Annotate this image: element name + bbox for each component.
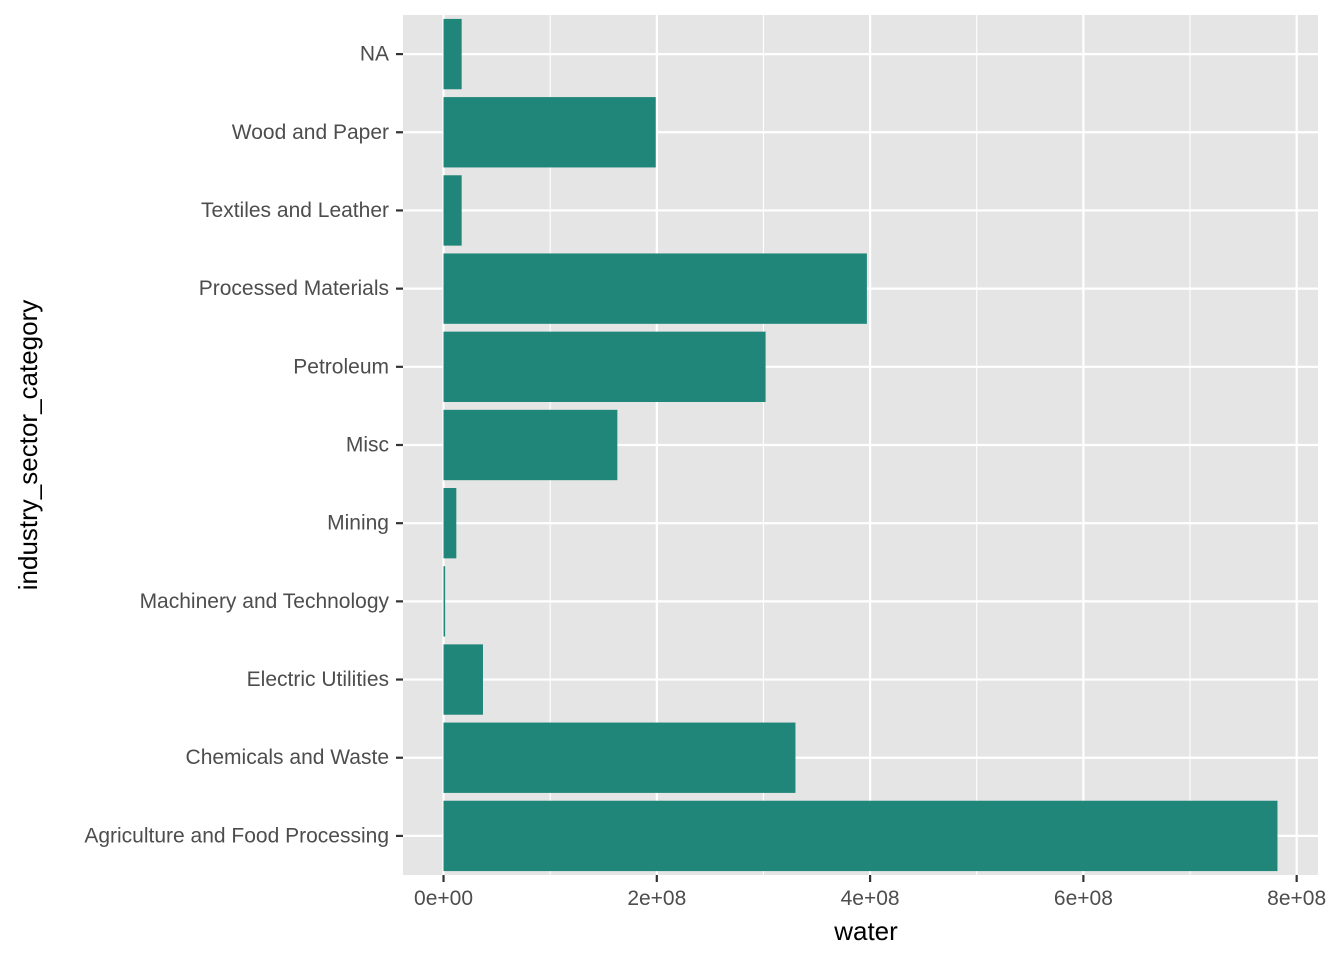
y-tick-label: Mining <box>327 512 389 535</box>
bar <box>443 488 457 559</box>
x-tick-label: 6e+08 <box>1054 887 1113 910</box>
y-tick-label: Textiles and Leather <box>201 199 389 222</box>
bar <box>443 566 446 637</box>
bar <box>443 253 867 324</box>
y-tick-label: Wood and Paper <box>232 121 389 144</box>
y-tick-label: NA <box>360 43 389 66</box>
y-axis-title: industry_sector_category <box>13 300 43 590</box>
y-tick-label: Petroleum <box>293 355 389 378</box>
bar <box>443 331 766 402</box>
x-axis: 0e+00 2e+08 4e+08 6e+08 8e+08 <box>414 875 1326 910</box>
y-tick-label: Machinery and Technology <box>140 590 390 613</box>
x-axis-title: water <box>833 916 898 946</box>
bar <box>443 644 483 715</box>
x-tick-label: 2e+08 <box>627 887 686 910</box>
y-tick-label: Misc <box>346 434 389 457</box>
y-tick-label: Electric Utilities <box>247 668 389 691</box>
bar <box>443 175 462 246</box>
x-tick-label: 0e+00 <box>414 887 473 910</box>
bar <box>443 409 618 481</box>
y-tick-label: Processed Materials <box>199 277 389 300</box>
bars <box>443 18 1278 872</box>
bar <box>443 722 796 793</box>
y-tick-label: Agriculture and Food Processing <box>84 824 389 847</box>
y-tick-label: Chemicals and Waste <box>186 746 389 769</box>
y-axis: Agriculture and Food Processing Chemicals… <box>84 43 403 847</box>
bar <box>443 800 1278 872</box>
bar <box>443 18 462 90</box>
x-tick-label: 8e+08 <box>1267 887 1326 910</box>
x-tick-label: 4e+08 <box>841 887 900 910</box>
bar <box>443 97 656 168</box>
